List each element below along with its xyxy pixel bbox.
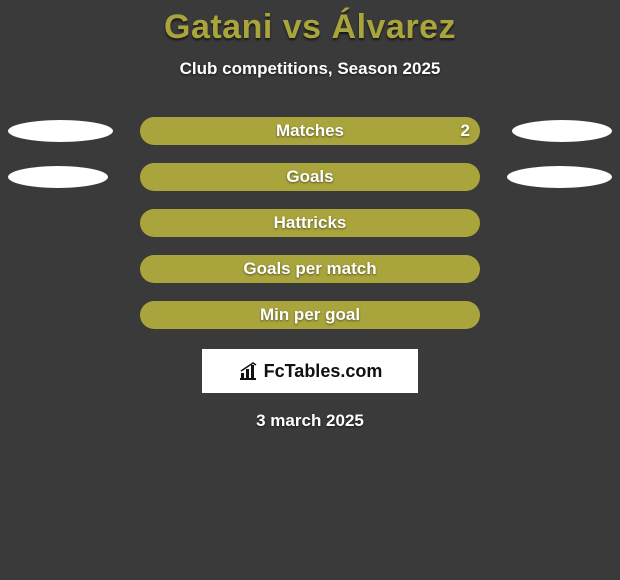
comparison-card: Gatani vs Álvarez Club competitions, Sea… bbox=[0, 0, 620, 580]
stat-row-goals-per-match: Goals per match bbox=[0, 255, 620, 283]
stat-row-hattricks: Hattricks bbox=[0, 209, 620, 237]
left-value-ellipse bbox=[8, 166, 108, 188]
page-title: Gatani vs Álvarez bbox=[0, 8, 620, 47]
bar-fill bbox=[140, 255, 480, 283]
stat-row-matches: Matches 2 bbox=[0, 117, 620, 145]
bar-fill bbox=[140, 163, 480, 191]
stat-row-goals: Goals bbox=[0, 163, 620, 191]
right-value-ellipse bbox=[512, 120, 612, 142]
right-value-ellipse bbox=[507, 166, 612, 188]
stat-value-right: 2 bbox=[461, 117, 470, 145]
date-label: 3 march 2025 bbox=[0, 411, 620, 431]
left-value-ellipse bbox=[8, 120, 113, 142]
bar-fill bbox=[140, 301, 480, 329]
stat-rows: Matches 2 Goals Hattricks Goals per matc… bbox=[0, 117, 620, 329]
brand-text: FcTables.com bbox=[264, 361, 383, 382]
bar-fill bbox=[140, 117, 480, 145]
page-subtitle: Club competitions, Season 2025 bbox=[0, 59, 620, 79]
bar-fill bbox=[140, 209, 480, 237]
chart-icon bbox=[238, 361, 258, 381]
brand-badge: FcTables.com bbox=[202, 349, 418, 393]
stat-row-min-per-goal: Min per goal bbox=[0, 301, 620, 329]
